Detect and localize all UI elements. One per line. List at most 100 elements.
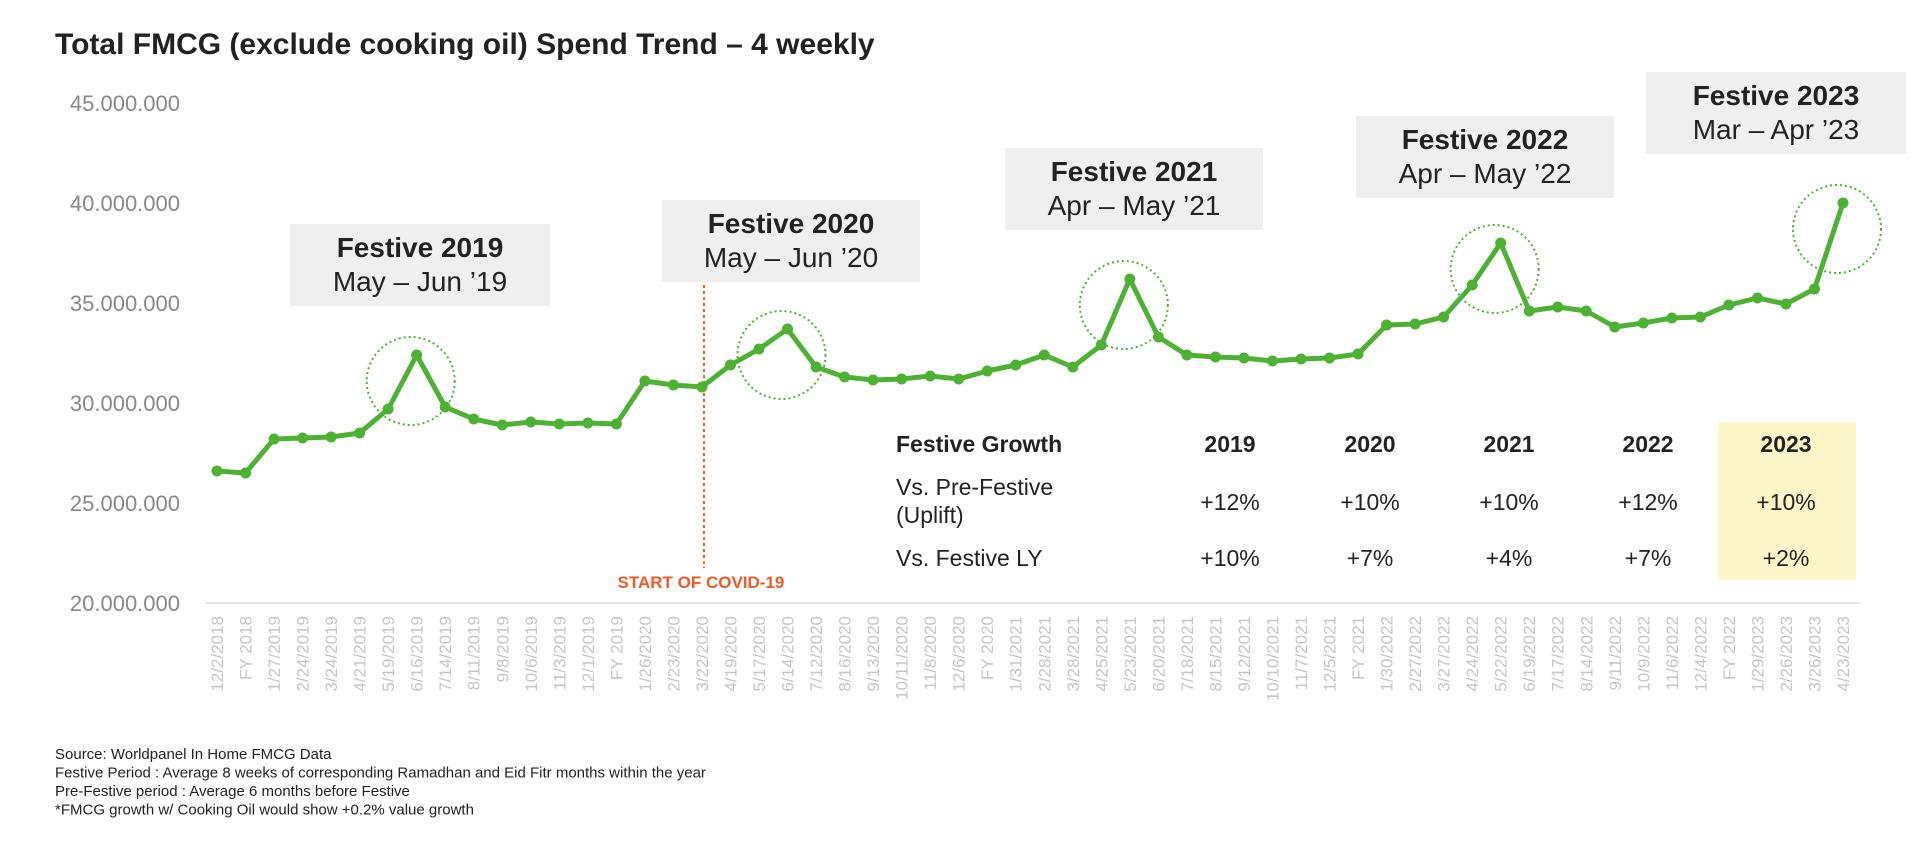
data-point xyxy=(268,433,280,445)
footnote-line: Festive Period : Average 8 weeks of corr… xyxy=(55,765,706,782)
series-line xyxy=(214,200,1846,476)
data-point xyxy=(1409,318,1421,330)
data-point xyxy=(1666,312,1678,324)
data-point xyxy=(1095,339,1107,351)
data-point xyxy=(610,418,622,430)
festive-box-subtitle: May – Jun ’20 xyxy=(704,242,878,273)
x-tick-label: 4/21/2019 xyxy=(351,616,370,692)
x-tick-label: 4/23/2023 xyxy=(1834,616,1853,692)
x-tick-label: 6/19/2022 xyxy=(1520,616,1539,692)
x-tick-label: FY 2021 xyxy=(1349,616,1368,680)
data-point xyxy=(582,417,594,429)
data-point xyxy=(354,427,366,439)
table-cell: +2% xyxy=(1763,545,1810,571)
footnote-line: *FMCG growth w/ Cooking Oil would show +… xyxy=(55,802,474,819)
data-point xyxy=(696,381,708,393)
festive-box xyxy=(1646,72,1906,154)
festive-peak-circle xyxy=(1792,184,1882,274)
x-tick-label: 10/6/2019 xyxy=(522,616,541,692)
x-tick-label: 10/10/2021 xyxy=(1263,616,1282,701)
x-tick-label: 5/22/2022 xyxy=(1492,616,1511,692)
series-line-group xyxy=(211,197,1849,479)
data-point xyxy=(1209,351,1221,363)
x-tick-label: 8/14/2022 xyxy=(1577,616,1596,692)
x-tick-label: FY 2022 xyxy=(1720,616,1739,680)
highlight-column xyxy=(1718,422,1856,580)
table-row-label: (Uplift) xyxy=(896,502,964,528)
y-tick-label: 30.000.000 xyxy=(70,391,180,416)
data-point xyxy=(753,343,765,355)
x-tick-label: 1/30/2022 xyxy=(1378,616,1397,692)
x-tick-label: 2/24/2019 xyxy=(294,616,313,692)
data-point xyxy=(1609,321,1621,333)
data-point xyxy=(1438,311,1450,323)
x-tick-label: 12/1/2019 xyxy=(579,616,598,692)
x-tick-label: 8/16/2020 xyxy=(836,616,855,692)
footnotes: Source: Worldpanel In Home FMCG Data Fest… xyxy=(55,746,706,819)
table-header-year: 2022 xyxy=(1622,431,1673,457)
table-cell: +10% xyxy=(1200,545,1259,571)
data-point xyxy=(1324,352,1336,364)
x-tick-label: 2/28/2021 xyxy=(1035,616,1054,692)
table-cell: +7% xyxy=(1347,545,1394,571)
x-tick-label: 12/4/2022 xyxy=(1691,616,1710,692)
x-tick-label: 9/13/2020 xyxy=(864,616,883,692)
data-point xyxy=(1381,319,1393,331)
table-header-year: 2023 xyxy=(1760,431,1811,457)
x-tick-label: 3/24/2019 xyxy=(322,616,341,692)
data-point xyxy=(953,373,965,385)
x-tick-label: 3/26/2023 xyxy=(1805,616,1824,692)
x-tick-label: 9/12/2021 xyxy=(1235,616,1254,692)
data-point xyxy=(1238,352,1250,364)
festive-peak-circle xyxy=(1449,224,1540,314)
x-tick-label: 12/6/2020 xyxy=(950,616,969,692)
x-tick-label: 5/17/2020 xyxy=(750,616,769,692)
data-point xyxy=(240,467,252,479)
x-tick-label: FY 2019 xyxy=(607,616,626,680)
table-cell: +12% xyxy=(1200,489,1259,515)
data-point xyxy=(1637,317,1649,329)
x-tick-label: 2/23/2020 xyxy=(664,616,683,692)
y-tick-label: 35.000.000 xyxy=(70,291,180,316)
data-point xyxy=(382,403,394,415)
data-point xyxy=(639,375,651,387)
x-tick-label: 12/2/2018 xyxy=(208,616,227,692)
data-point xyxy=(1523,305,1535,317)
x-tick-label: FY 2020 xyxy=(978,616,997,680)
footnote-line: Source: Worldpanel In Home FMCG Data xyxy=(55,746,332,763)
x-tick-label: 4/19/2020 xyxy=(721,616,740,692)
data-point xyxy=(496,419,508,431)
festive-growth-table: Festive Growth 2019 2020 2021 2022 2023 Vs. Pr… xyxy=(896,422,1856,580)
festive-peak-circle xyxy=(736,310,827,400)
data-point xyxy=(839,371,851,383)
data-point xyxy=(1723,299,1735,311)
x-tick-label: 4/25/2021 xyxy=(1092,616,1111,692)
data-point xyxy=(1295,353,1307,365)
x-tick-label: 11/3/2019 xyxy=(550,616,569,690)
x-tick-label: 11/6/2022 xyxy=(1663,616,1682,690)
x-tick-label: 7/18/2021 xyxy=(1178,616,1197,692)
table-cell: +10% xyxy=(1340,489,1399,515)
data-point xyxy=(411,349,423,361)
festive-box-title: Festive 2022 xyxy=(1402,124,1569,155)
data-point xyxy=(525,416,537,428)
data-point xyxy=(1010,359,1022,371)
festive-box-subtitle: Apr – May ’22 xyxy=(1399,158,1572,189)
data-point xyxy=(1580,305,1592,317)
data-point xyxy=(1124,273,1136,285)
x-tick-label: 7/14/2019 xyxy=(436,616,455,692)
data-point xyxy=(325,431,337,443)
x-axis: 12/2/2018 FY 2018 1/27/2019 2/24/2019 3/24/2… xyxy=(208,616,1853,701)
x-tick-label: 1/31/2021 xyxy=(1007,616,1026,692)
x-tick-label: 3/28/2021 xyxy=(1064,616,1083,692)
festive-box xyxy=(1356,116,1614,198)
data-point xyxy=(1837,197,1849,209)
x-tick-label: 6/14/2020 xyxy=(779,616,798,692)
festive-peak-circle xyxy=(1078,260,1169,350)
data-point xyxy=(867,374,879,386)
x-tick-label: 9/8/2019 xyxy=(493,616,512,682)
festive-box-subtitle: Apr – May ’21 xyxy=(1048,190,1221,221)
table-cell: +7% xyxy=(1625,545,1672,571)
data-point xyxy=(1466,279,1478,291)
